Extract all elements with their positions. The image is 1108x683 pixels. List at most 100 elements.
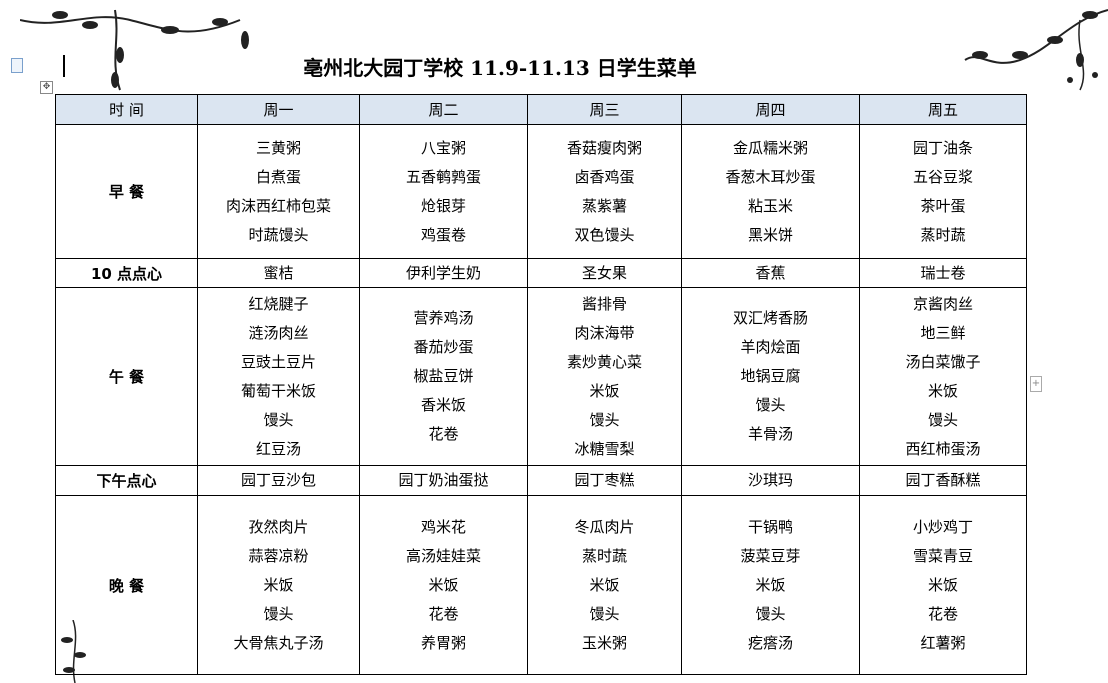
dish-item: 干锅鸭 (747, 517, 793, 536)
menu-cell: 双汇烤香肠羊肉烩面地锅豆腐馒头羊骨汤 (681, 287, 860, 466)
dish-item: 羊肉烩面 (740, 338, 801, 356)
menu-cell: 冬瓜肉片 蒸时蔬 米饭 馒头 玉米粥 (527, 495, 682, 675)
meal-label: 午 餐 (55, 287, 198, 466)
vine-decoration-top-right (964, 9, 1108, 91)
text-cursor (63, 55, 65, 77)
dish-item: 养胃粥 (420, 633, 466, 652)
day-header: 周二 (359, 94, 528, 125)
dish-item: 馒头 (589, 410, 620, 429)
day-header: 周三 (527, 94, 682, 125)
dish-item: 米饭 (428, 575, 459, 594)
dish-item: 蒜蓉凉粉 (248, 546, 309, 565)
dish-item: 豆豉土豆片 (240, 352, 316, 371)
meal-label: 下午点心 (55, 465, 198, 496)
dish-item: 冰糖雪梨 (574, 439, 635, 458)
menu-cell: 瑞士卷 (859, 258, 1027, 288)
dish-item: 花卷 (428, 425, 459, 443)
menu-cell: 鸡米花高汤娃娃菜米饭花卷养胃粥 (359, 495, 528, 675)
dish-item: 米饭 (927, 381, 958, 400)
dish-item: 园丁豆沙包 (240, 471, 316, 489)
dish-item: 花卷 (428, 604, 459, 623)
dish-item: 地锅豆腐 (740, 367, 801, 385)
dish-item: 金瓜糯米粥 (732, 138, 808, 157)
meal-row: 晚 餐孜然肉片 蒜蓉凉粉 米饭 馒头 大骨焦丸子汤 鸡米花 高汤娃娃菜 米饭 花卷 养胃粥 冬瓜肉片… (55, 495, 1027, 675)
dish-item: 玉米粥 (581, 633, 627, 652)
dish-item: 蒸时蔬 (920, 225, 966, 244)
dish-item: 馒头 (263, 410, 294, 429)
menu-cell: 蜜桔 (197, 258, 360, 288)
dish-item: 蒸紫薯 (581, 196, 627, 215)
dish-item: 双汇烤香肠 (732, 309, 808, 327)
dish-item: 炝银芽 (420, 196, 466, 215)
dish-item: 馒头 (755, 396, 786, 414)
dish-item: 涟汤肉丝 (248, 323, 309, 342)
dish-item: 红豆汤 (255, 439, 301, 458)
menu-cell: 香蕉 (681, 258, 860, 288)
vine-decoration-top-left (20, 9, 249, 91)
menu-cell: 小炒鸡丁 雪菜青豆 米饭 花卷 红薯粥 (859, 495, 1027, 675)
meal-label: 晚 餐 (55, 495, 198, 675)
add-column-icon[interactable]: + (1030, 376, 1042, 392)
dish-item: 白煮蛋 (255, 167, 301, 186)
dish-item: 地三鲜 (920, 323, 966, 342)
menu-table: 时 间周一 周二 周三 周四 周五 早 餐三黄粥 白煮蛋 肉沫西红柿包菜 时蔬馒头 八宝粥 五香鹌… (55, 94, 1027, 675)
dish-item: 八宝粥 (420, 138, 466, 157)
dish-item: 卤香鸡蛋 (574, 167, 635, 186)
meal-row: 下午点心 园丁豆沙包 园丁奶油蛋挞 园丁枣糕 沙琪玛 园丁香酥糕 (55, 465, 1027, 496)
menu-cell: 园丁油条 五谷豆浆 茶叶蛋 蒸时蔬 (859, 124, 1027, 259)
dish-item: 羊骨汤 (747, 425, 793, 443)
dish-item: 汤白菜馓子 (905, 352, 981, 371)
dish-item: 肉沫西红柿包菜 (225, 196, 331, 215)
dish-item: 米饭 (589, 575, 620, 594)
menu-cell: 沙琪玛 (681, 465, 860, 496)
meal-row: 午 餐红烧腱子 涟汤肉丝 豆豉土豆片 葡萄干米饭 馒头 红豆汤 营养鸡汤 番茄炒蛋 椒盐豆饼 香米… (55, 287, 1027, 466)
day-header: 周一 (197, 94, 360, 125)
dish-item: 香米饭 (420, 396, 466, 414)
dish-item: 园丁油条 (912, 138, 973, 157)
dish-item: 鸡米花 (420, 517, 466, 536)
dish-item: 葡萄干米饭 (240, 381, 316, 400)
dish-item: 时蔬馒头 (248, 225, 309, 244)
menu-cell: 酱排骨 肉沫海带 素炒黄心菜 米饭 馒头 冰糖雪梨 (527, 287, 682, 466)
dish-item: 肉沫海带 (574, 323, 635, 342)
menu-cell: 八宝粥五香鹌鹑蛋炝银芽鸡蛋卷 (359, 124, 528, 259)
dish-item: 椒盐豆饼 (413, 367, 474, 385)
dish-item: 馒头 (755, 604, 786, 623)
dish-item: 雪菜青豆 (912, 546, 973, 565)
dish-item: 沙琪玛 (747, 471, 793, 489)
dish-item: 米饭 (589, 381, 620, 400)
menu-cell: 园丁枣糕 (527, 465, 682, 496)
menu-cell: 园丁奶油蛋挞 (359, 465, 528, 496)
table-move-handle-icon[interactable]: ✥ (40, 81, 53, 94)
document-icon[interactable] (11, 58, 23, 73)
menu-cell: 三黄粥 白煮蛋 肉沫西红柿包菜 时蔬馒头 (197, 124, 360, 259)
dish-item: 米饭 (927, 575, 958, 594)
dish-item: 香葱木耳炒蛋 (725, 167, 816, 186)
dish-item: 米饭 (755, 575, 786, 594)
dish-item: 西红柿蛋汤 (905, 439, 981, 458)
dish-item: 香菇瘦肉粥 (566, 138, 642, 157)
dish-item: 园丁枣糕 (574, 471, 635, 489)
menu-cell: 金瓜糯米粥 香葱木耳炒蛋 粘玉米 黑米饼 (681, 124, 860, 259)
dish-item: 高汤娃娃菜 (405, 546, 481, 565)
menu-cell: 园丁豆沙包 (197, 465, 360, 496)
menu-cell: 伊利学生奶 (359, 258, 528, 288)
dish-item: 五香鹌鹑蛋 (405, 167, 481, 186)
dish-item: 大骨焦丸子汤 (233, 633, 324, 652)
menu-cell: 京酱肉丝 地三鲜 汤白菜馓子 米饭 馒头 西红柿蛋汤 (859, 287, 1027, 466)
dish-item: 酱排骨 (581, 294, 627, 313)
menu-cell: 园丁香酥糕 (859, 465, 1027, 496)
dish-item: 红烧腱子 (248, 294, 309, 313)
day-header: 周五 (859, 94, 1027, 125)
dish-item: 疙瘩汤 (747, 633, 793, 652)
header-row: 时 间周一 周二 周三 周四 周五 (55, 94, 1027, 125)
day-header: 周四 (681, 94, 860, 125)
dish-item: 小炒鸡丁 (912, 517, 973, 536)
dish-item: 园丁香酥糕 (905, 471, 981, 489)
menu-cell: 干锅鸭 菠菜豆芽 米饭 馒头 疙瘩汤 (681, 495, 860, 675)
dish-item: 瑞士卷 (920, 263, 966, 282)
dish-item: 花卷 (927, 604, 958, 623)
dish-item: 鸡蛋卷 (420, 225, 466, 244)
dish-item: 蜜桔 (263, 263, 294, 282)
menu-cell: 营养鸡汤 番茄炒蛋 椒盐豆饼 香米饭 花卷 (359, 287, 528, 466)
